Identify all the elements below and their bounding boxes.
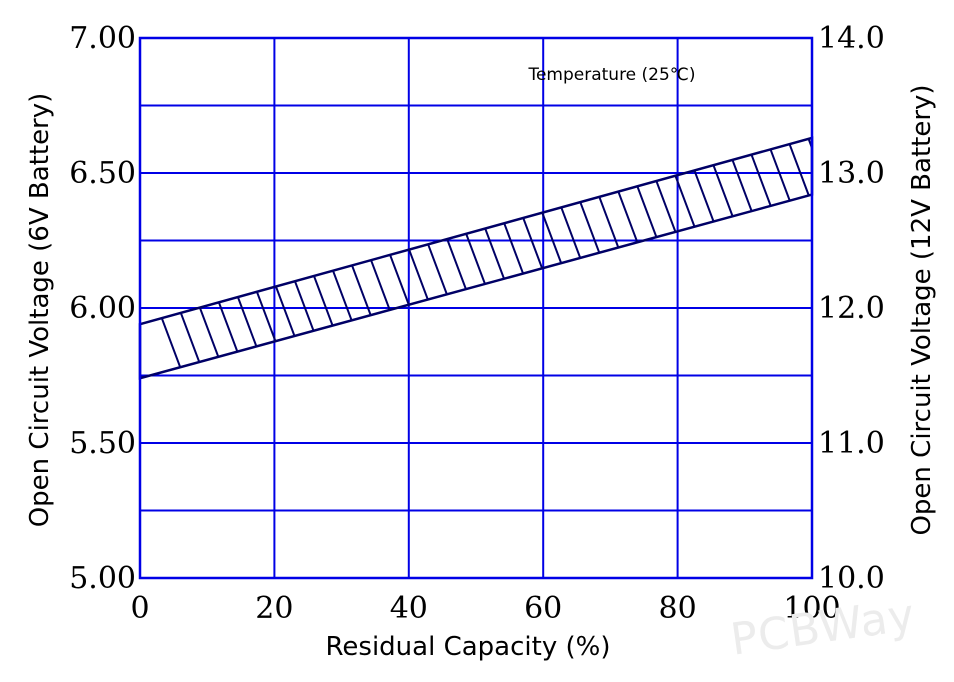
y-left-tick-label: 6.00	[69, 291, 136, 326]
y-right-tick-label: 10.0	[818, 561, 885, 596]
hatch-line	[205, 137, 327, 379]
x-tick-label: 80	[659, 591, 697, 626]
plot-border	[138, 36, 814, 580]
voltage-band	[138, 100, 954, 420]
hatch-line	[226, 137, 348, 379]
hatch-line	[247, 137, 369, 379]
y-left-tick-label: 7.00	[69, 21, 136, 56]
x-axis-title: Residual Capacity (%)	[326, 632, 611, 662]
y-right-tick-label: 13.0	[818, 156, 885, 191]
hatch-line	[646, 137, 768, 379]
tick-labels: 0 20 40 60 80 100 5.00 5.50 6.00 6.50 7.00 10.0 11.0…	[69, 21, 885, 626]
hatch-line	[562, 137, 684, 379]
y-left-tick-label: 5.50	[69, 426, 136, 461]
annotation-temperature: Temperature (25℃)	[527, 65, 695, 85]
x-tick-label: 20	[255, 591, 293, 626]
y-left-tick-label: 5.00	[69, 561, 136, 596]
gridlines	[139, 37, 813, 579]
x-tick-label: 0	[130, 591, 149, 626]
y-right-tick-label: 11.0	[818, 426, 885, 461]
y-axis-left-title: Open Circuit Voltage (6V Battery)	[25, 93, 55, 528]
x-tick-label: 60	[524, 591, 562, 626]
x-tick-label: 40	[390, 591, 428, 626]
y-right-tick-label: 14.0	[818, 21, 885, 56]
y-axis-right-title: Open Circuit Voltage (12V Battery)	[907, 84, 937, 535]
y-left-tick-label: 6.50	[69, 156, 136, 191]
hatch-line	[751, 137, 812, 379]
hatch-line	[184, 137, 306, 379]
hatch-line	[604, 137, 726, 379]
y-right-tick-label: 12.0	[818, 291, 885, 326]
hatch-line	[667, 137, 789, 379]
watermark-logo: PCBWay	[728, 589, 919, 665]
hatch-line	[772, 137, 812, 379]
hatch-line	[583, 137, 705, 379]
hatch-line	[625, 137, 747, 379]
plot-frame	[138, 36, 814, 580]
hatch-line	[857, 100, 954, 420]
x-tick-label: 100	[783, 591, 840, 626]
hatch-line	[163, 137, 285, 379]
